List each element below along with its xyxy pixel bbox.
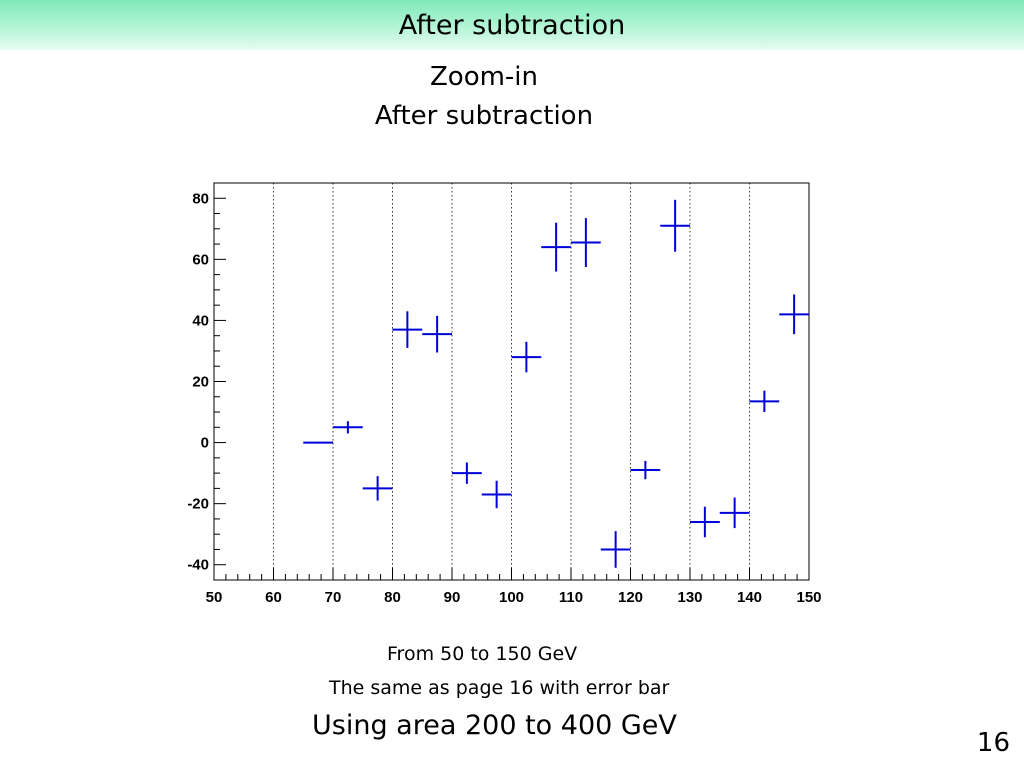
subtitle-after-subtraction: After subtraction <box>374 101 594 131</box>
note-error-bar: The same as page 16 with error bar <box>329 677 670 699</box>
y-tick-label: 60 <box>192 251 209 268</box>
x-tick-label: 100 <box>499 589 524 606</box>
x-tick-label: 110 <box>559 589 583 606</box>
slide-title: After subtraction <box>398 9 626 41</box>
y-tick-label: -40 <box>187 557 209 574</box>
y-tick-label: -20 <box>187 496 209 513</box>
page-number: 16 <box>976 728 1010 758</box>
subtitle-zoom-in: Zoom-in <box>429 62 539 92</box>
x-tick-label: 140 <box>737 589 762 606</box>
x-tick-label: 90 <box>444 589 461 606</box>
x-tick-label: 130 <box>677 589 702 606</box>
y-tick-label: 80 <box>192 190 209 207</box>
y-tick-label: 20 <box>192 374 209 391</box>
scatter-chart: 50 60 70 80 90 100 110 120 130 140 150 -40 -20 0 20 40 6… <box>187 182 822 606</box>
x-tick-label: 50 <box>206 589 223 606</box>
y-tick-label: 40 <box>192 312 209 329</box>
x-tick-label: 80 <box>384 589 401 606</box>
y-tick-label: 0 <box>201 435 209 452</box>
note-subtraction-area: Using area 200 to 400 GeV <box>312 710 677 741</box>
x-tick-label: 70 <box>325 589 342 606</box>
x-tick-label: 60 <box>265 589 282 606</box>
note-energy-range: From 50 to 150 GeV <box>387 643 578 665</box>
title-bar: After subtraction <box>0 0 1024 50</box>
x-tick-label: 150 <box>796 589 821 606</box>
x-tick-label: 120 <box>618 589 643 606</box>
